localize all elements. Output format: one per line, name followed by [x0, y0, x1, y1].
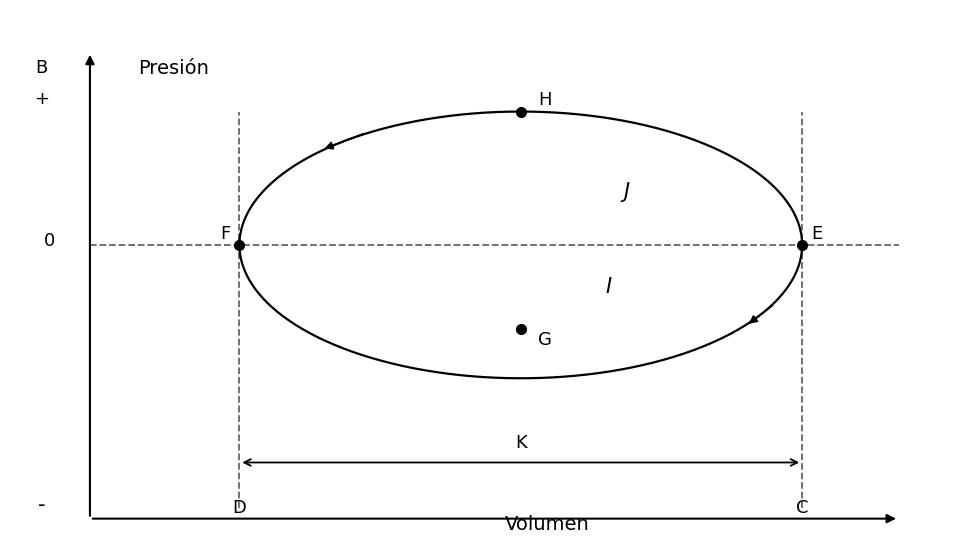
Text: Volumen: Volumen: [505, 515, 590, 534]
Text: I: I: [606, 277, 612, 297]
Text: F: F: [220, 225, 230, 243]
Text: D: D: [232, 499, 246, 517]
Text: 0: 0: [43, 232, 55, 250]
Text: -: -: [38, 494, 45, 515]
Text: C: C: [796, 499, 808, 517]
Text: K: K: [514, 434, 526, 452]
Text: H: H: [538, 91, 552, 109]
Text: E: E: [810, 225, 822, 243]
Text: G: G: [538, 331, 553, 349]
Text: J: J: [623, 182, 629, 202]
Text: +: +: [34, 91, 49, 109]
Text: Presión: Presión: [138, 59, 209, 78]
Text: B: B: [35, 59, 48, 77]
